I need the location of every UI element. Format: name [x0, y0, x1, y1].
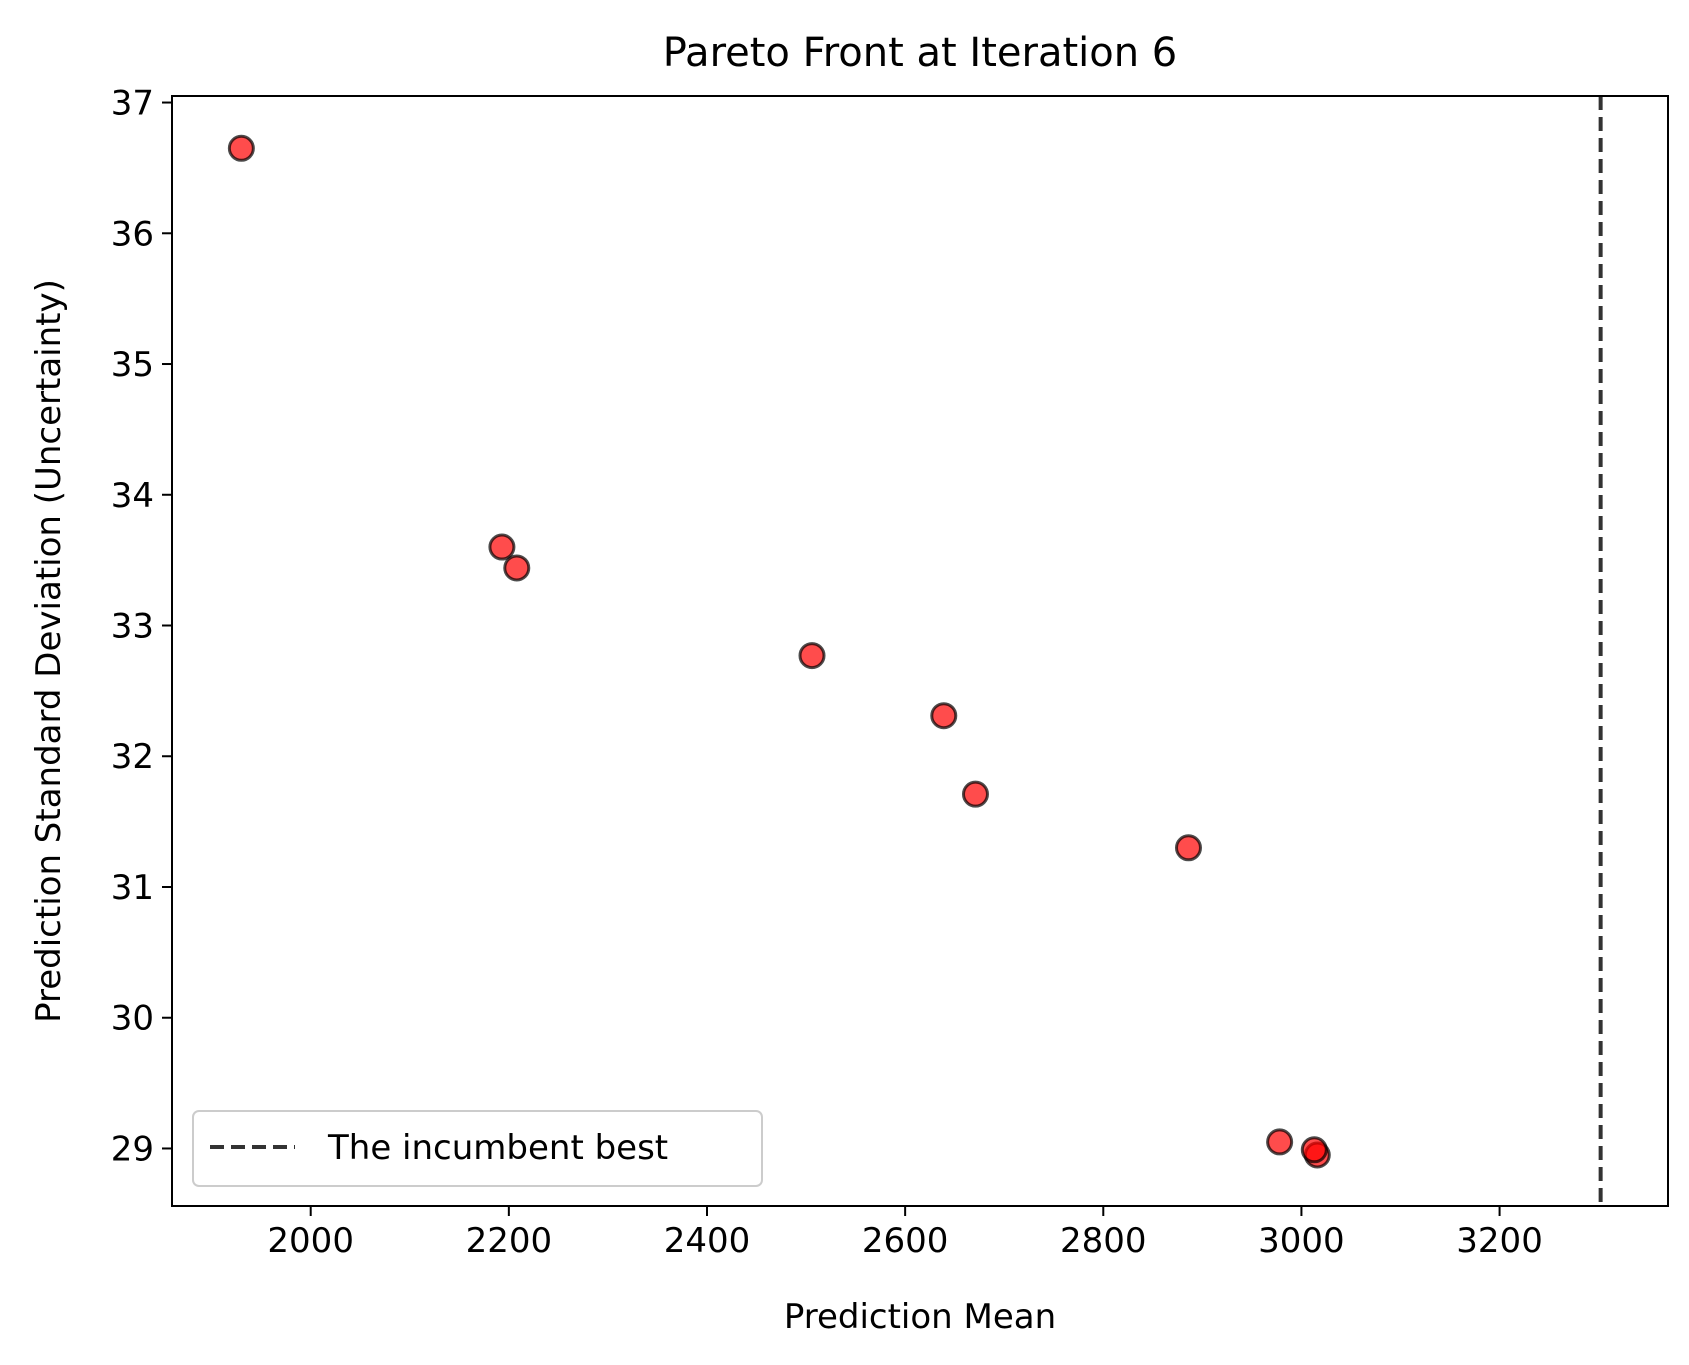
x-tick-label: 2600 — [862, 1221, 949, 1261]
y-tick-label: 29 — [111, 1129, 154, 1169]
x-tick-label: 2800 — [1060, 1221, 1147, 1261]
y-tick-label: 30 — [111, 999, 154, 1039]
data-point — [503, 554, 531, 582]
y-axis-label: Prediction Standard Deviation (Uncertain… — [29, 279, 69, 1023]
x-tick-label: 3000 — [1258, 1221, 1345, 1261]
data-point — [227, 134, 255, 162]
y-tick-label: 36 — [111, 214, 154, 254]
data-point — [1266, 1128, 1294, 1156]
data-point — [930, 702, 958, 730]
y-tick-label: 34 — [111, 476, 154, 516]
y-axis-ticks: 29 30 31 32 33 34 35 36 37 — [111, 84, 172, 1169]
x-tick-label: 2000 — [267, 1221, 354, 1261]
y-tick-label: 35 — [111, 345, 154, 385]
y-tick-label: 33 — [111, 607, 154, 647]
data-point — [1174, 834, 1202, 862]
data-points — [227, 134, 1331, 1169]
y-tick-label: 37 — [111, 84, 154, 124]
x-tick-label: 3200 — [1456, 1221, 1543, 1261]
chart-title: Pareto Front at Iteration 6 — [663, 30, 1178, 76]
x-tick-label: 2400 — [664, 1221, 751, 1261]
x-tick-label: 2200 — [466, 1221, 553, 1261]
y-tick-label: 31 — [111, 868, 154, 908]
data-point — [488, 533, 516, 561]
x-axis-ticks: 2000 2200 2400 2600 2800 3000 3200 — [267, 1206, 1543, 1261]
data-point — [798, 642, 826, 670]
data-point — [961, 780, 989, 808]
plot-area-frame — [171, 95, 1669, 1207]
legend-box — [192, 1110, 763, 1187]
legend-label-incumbent-best: The incumbent best — [327, 1128, 668, 1168]
y-tick-label: 32 — [111, 737, 154, 777]
x-axis-label: Prediction Mean — [784, 1297, 1056, 1337]
data-point — [1300, 1136, 1328, 1164]
legend: The incumbent best — [192, 1110, 763, 1187]
